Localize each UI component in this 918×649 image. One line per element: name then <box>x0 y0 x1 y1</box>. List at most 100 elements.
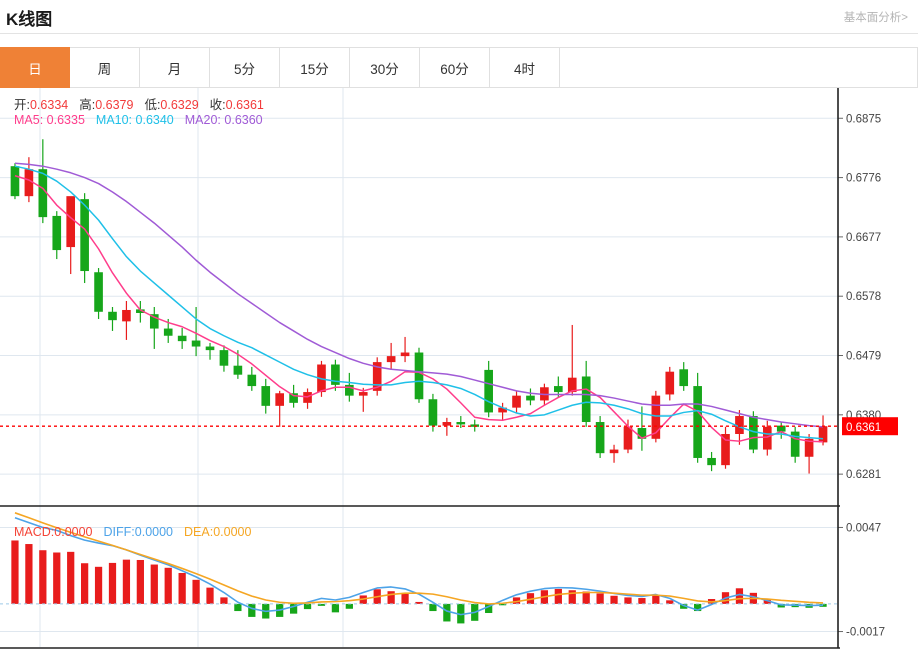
macd-histogram-bar <box>512 597 521 604</box>
macd-histogram-bar <box>136 559 144 604</box>
price-tick-label: 0.6281 <box>846 469 881 481</box>
price-tick-label: 0.6479 <box>846 351 881 363</box>
candle-body <box>595 422 605 454</box>
macd-histogram-bar <box>11 540 19 604</box>
current-price-tag <box>842 417 898 436</box>
candle <box>261 378 271 414</box>
candle-body <box>414 352 424 400</box>
candle-body <box>24 169 34 197</box>
macd-histogram-bar <box>485 603 493 614</box>
candle <box>122 300 131 340</box>
candle-body <box>567 377 577 393</box>
candle-body <box>498 407 507 413</box>
header-divider <box>0 33 918 34</box>
macd-histogram-bar <box>289 603 298 614</box>
candle-body <box>400 352 410 357</box>
candle <box>414 347 424 403</box>
candle-body <box>484 369 493 413</box>
macd-histogram-bar <box>303 603 312 610</box>
macd-histogram-bar <box>624 597 632 604</box>
candle <box>623 419 633 454</box>
page-header: K线图 基本面分析> <box>0 0 918 34</box>
candle-body <box>721 434 730 466</box>
macd-histogram-bar <box>777 603 785 608</box>
tab-0[interactable]: 日 <box>0 47 70 88</box>
macd-histogram-bar <box>331 603 340 613</box>
current-price-tag-label: 0.6361 <box>846 422 881 434</box>
macd-histogram-bar <box>694 603 702 612</box>
candle-body <box>372 362 382 391</box>
macd-histogram-bar <box>25 544 33 604</box>
candle-body <box>331 364 340 385</box>
macd-histogram-bar <box>81 563 89 604</box>
candle-body <box>219 350 229 366</box>
candle-body <box>205 346 215 351</box>
price-tick-label: 0.6776 <box>846 173 881 185</box>
candle <box>609 444 619 463</box>
candle <box>512 390 521 413</box>
macd-histogram-bar <box>666 600 674 604</box>
candle <box>358 387 368 412</box>
candle <box>554 376 563 397</box>
fundamental-analysis-link[interactable]: 基本面分析> <box>843 12 908 24</box>
macd-histogram-bar <box>498 603 507 606</box>
macd-histogram-bar <box>206 587 214 604</box>
candle-body <box>804 438 814 457</box>
ma10-line <box>14 165 824 440</box>
candle <box>219 345 229 372</box>
candle-body <box>651 395 661 439</box>
candle <box>498 402 507 420</box>
candle-body <box>707 457 716 466</box>
candle-body <box>163 328 173 336</box>
candle-body <box>275 393 284 406</box>
candle-body <box>108 311 117 321</box>
macd-histogram-bar <box>652 595 660 604</box>
macd-tick-label: -0.0017 <box>846 627 885 639</box>
macd-histogram-bar <box>582 591 590 604</box>
candle-body <box>665 371 675 395</box>
tab-4[interactable]: 15分 <box>280 47 350 88</box>
candle <box>526 388 535 406</box>
macd-histogram-bar <box>234 603 242 612</box>
candle-body <box>52 215 62 251</box>
candle-body <box>693 386 702 458</box>
candle <box>428 393 438 432</box>
candle-body <box>512 395 521 408</box>
candle <box>707 451 716 472</box>
tab-3[interactable]: 5分 <box>210 47 280 88</box>
macd-histogram-bar <box>192 579 200 604</box>
chart-stage: 0.6875 0.6776 0.6677 0.6578 0.6479 0.6380 0.62… <box>0 88 918 649</box>
tab-7[interactable]: 4时 <box>490 47 560 88</box>
candle <box>776 422 786 439</box>
candle <box>38 139 48 224</box>
candle-body <box>428 399 438 426</box>
candle <box>386 342 396 370</box>
dea-line <box>14 512 824 605</box>
candle-body <box>526 395 535 401</box>
candle <box>665 366 675 401</box>
candle <box>136 300 145 323</box>
tab-1[interactable]: 周 <box>70 47 140 88</box>
kline-chart-canvas[interactable]: 0.68750.67760.66770.65780.64790.63800.62… <box>0 88 918 649</box>
candle <box>66 196 76 275</box>
tab-2[interactable]: 月 <box>140 47 210 88</box>
tab-5[interactable]: 30分 <box>350 47 420 88</box>
candle <box>191 306 201 357</box>
candle-body <box>581 376 591 423</box>
candle-body <box>790 431 800 457</box>
candle-body <box>762 426 772 450</box>
candle <box>456 416 466 429</box>
candle-body <box>289 393 298 403</box>
macd-histogram-bar <box>220 597 228 604</box>
macd-histogram-bar <box>122 559 131 604</box>
candle <box>400 336 410 363</box>
candle-body <box>149 314 159 329</box>
macd-histogram-bar <box>638 598 646 604</box>
tab-6[interactable]: 60分 <box>420 47 490 88</box>
candle-body <box>247 374 257 387</box>
candle-body <box>177 335 187 342</box>
macd-histogram-bar <box>735 588 744 604</box>
macd-histogram-bar <box>108 562 117 604</box>
candle <box>484 360 493 418</box>
price-tick-label: 0.6875 <box>846 113 881 125</box>
